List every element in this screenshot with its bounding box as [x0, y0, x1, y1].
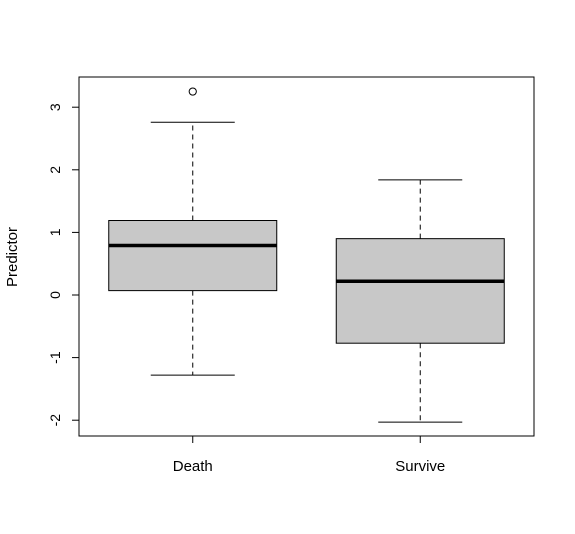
box-survive: [335, 179, 505, 423]
x-tick-label-survive: Survive: [395, 458, 445, 475]
y-tick-label: -2: [47, 414, 63, 427]
y-tick-label: 3: [47, 103, 63, 111]
y-axis: -2 -1 0 1 2 3: [47, 103, 79, 426]
box-death: [108, 87, 278, 376]
x-axis: Death Survive: [173, 436, 445, 475]
x-tick-label-death: Death: [173, 458, 213, 475]
y-tick-label: 2: [47, 166, 63, 174]
plot-frame: [78, 76, 535, 437]
y-tick-label: 0: [47, 291, 63, 299]
y-axis-title: Predictor: [4, 227, 21, 287]
iqr-box: [108, 220, 278, 292]
y-tick-label: -1: [47, 351, 63, 364]
outlier-point: [188, 87, 197, 96]
boxes: [108, 87, 505, 423]
y-tick-label: 1: [47, 228, 63, 236]
iqr-box: [335, 238, 505, 344]
